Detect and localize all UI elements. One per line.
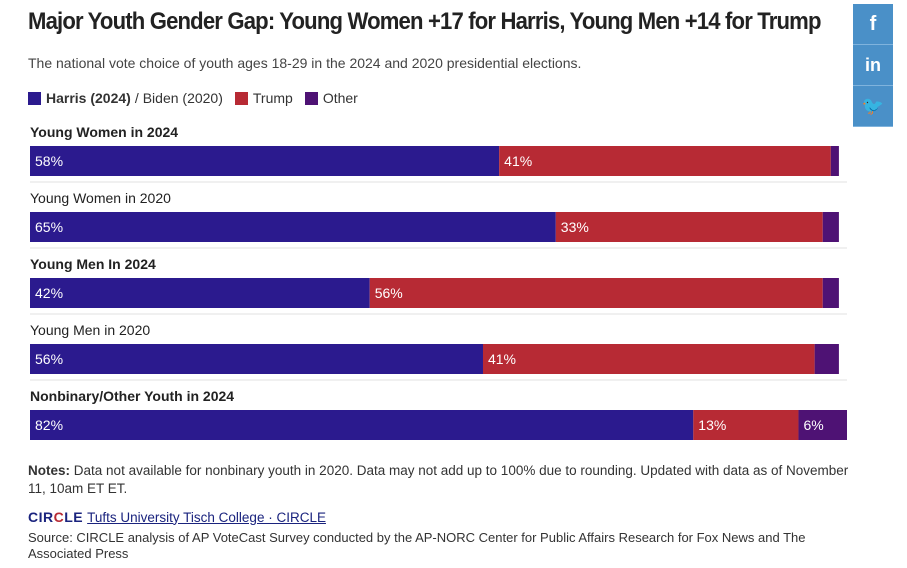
category-label: Young Women in 2020 bbox=[30, 190, 171, 206]
legend-label-trump: Trump bbox=[252, 90, 293, 106]
data-label-democrat: 65% bbox=[35, 219, 63, 235]
legend-swatch-democrat bbox=[28, 91, 41, 105]
bar-segment-trump bbox=[555, 212, 823, 242]
category-label: Young Men in 2020 bbox=[30, 322, 150, 338]
legend-label-biden: Biden (2020) bbox=[142, 90, 223, 106]
data-label-trump: 33% bbox=[561, 219, 589, 235]
bar-segment-democrat bbox=[30, 278, 370, 308]
bar-segment-other bbox=[798, 410, 847, 440]
category-label: Young Women in 2024 bbox=[30, 124, 178, 140]
data-label-trump: 56% bbox=[375, 285, 403, 301]
legend-label-harris: Harris (2024) bbox=[46, 90, 131, 106]
bar-segment-trump bbox=[693, 410, 799, 440]
data-label-democrat: 42% bbox=[35, 285, 63, 301]
brand-link[interactable]: Tufts University Tisch College · CIRCLE bbox=[87, 509, 326, 525]
bar-segment-trump bbox=[369, 278, 823, 308]
legend-swatch-other bbox=[304, 91, 318, 105]
legend-separator: / bbox=[134, 90, 139, 106]
stacked-bar-chart: Young Women in 2024 58% 41% Young Women in … bbox=[30, 124, 847, 440]
bar-segment-trump bbox=[499, 146, 831, 176]
legend-item-trump: Trump bbox=[234, 90, 293, 106]
bar-segment-other bbox=[814, 344, 839, 374]
linkedin-share-button[interactable]: in bbox=[853, 45, 893, 86]
data-label-trump: 13% bbox=[698, 417, 726, 433]
bar-segment-democrat bbox=[30, 146, 500, 176]
legend-item-other: Other bbox=[304, 90, 358, 106]
legend-label-other: Other bbox=[322, 90, 358, 106]
data-label-democrat: 82% bbox=[35, 417, 63, 433]
facebook-icon: f bbox=[869, 12, 877, 35]
legend-item-democrat: Harris (2024) / Biden (2020) bbox=[28, 90, 223, 106]
chart-subtitle: The national vote choice of youth ages 1… bbox=[28, 55, 582, 71]
notes-label: Notes: bbox=[28, 463, 71, 478]
bar-segment-other bbox=[830, 146, 839, 176]
brand: CIRCLE Tufts University Tisch College · … bbox=[28, 509, 326, 525]
category-label: Nonbinary/Other Youth in 2024 bbox=[30, 388, 234, 404]
twitter-icon: 🐦 bbox=[861, 95, 885, 116]
bar-segment-democrat bbox=[30, 410, 694, 440]
data-label-democrat: 58% bbox=[35, 153, 63, 169]
data-label-trump: 41% bbox=[504, 153, 532, 169]
twitter-share-button[interactable]: 🐦 bbox=[853, 86, 893, 127]
data-label-democrat: 56% bbox=[35, 351, 63, 367]
share-buttons: f in 🐦 bbox=[853, 4, 893, 127]
notes-text: Data not available for nonbinary youth i… bbox=[28, 463, 849, 496]
legend-swatch-trump bbox=[234, 91, 248, 105]
bar-segment-democrat bbox=[30, 344, 483, 374]
bar-segment-trump bbox=[482, 344, 815, 374]
chart-title: Major Youth Gender Gap: Young Women +17 … bbox=[28, 8, 821, 35]
linkedin-icon: in bbox=[865, 54, 881, 75]
data-label-other: 6% bbox=[803, 417, 823, 433]
bar-segment-other bbox=[822, 278, 839, 308]
facebook-share-button[interactable]: f bbox=[853, 4, 893, 45]
source-text: Source: CIRCLE analysis of AP VoteCast S… bbox=[28, 530, 806, 561]
category-label: Young Men In 2024 bbox=[30, 256, 156, 272]
notes: Notes: Data not available for nonbinary … bbox=[28, 462, 858, 498]
bar-segment-other bbox=[822, 212, 839, 242]
legend: Harris (2024) / Biden (2020) Trump Other bbox=[28, 90, 358, 106]
data-label-trump: 41% bbox=[488, 351, 516, 367]
bar-segment-democrat bbox=[30, 212, 556, 242]
circle-logo: CIRCLE bbox=[28, 509, 84, 525]
